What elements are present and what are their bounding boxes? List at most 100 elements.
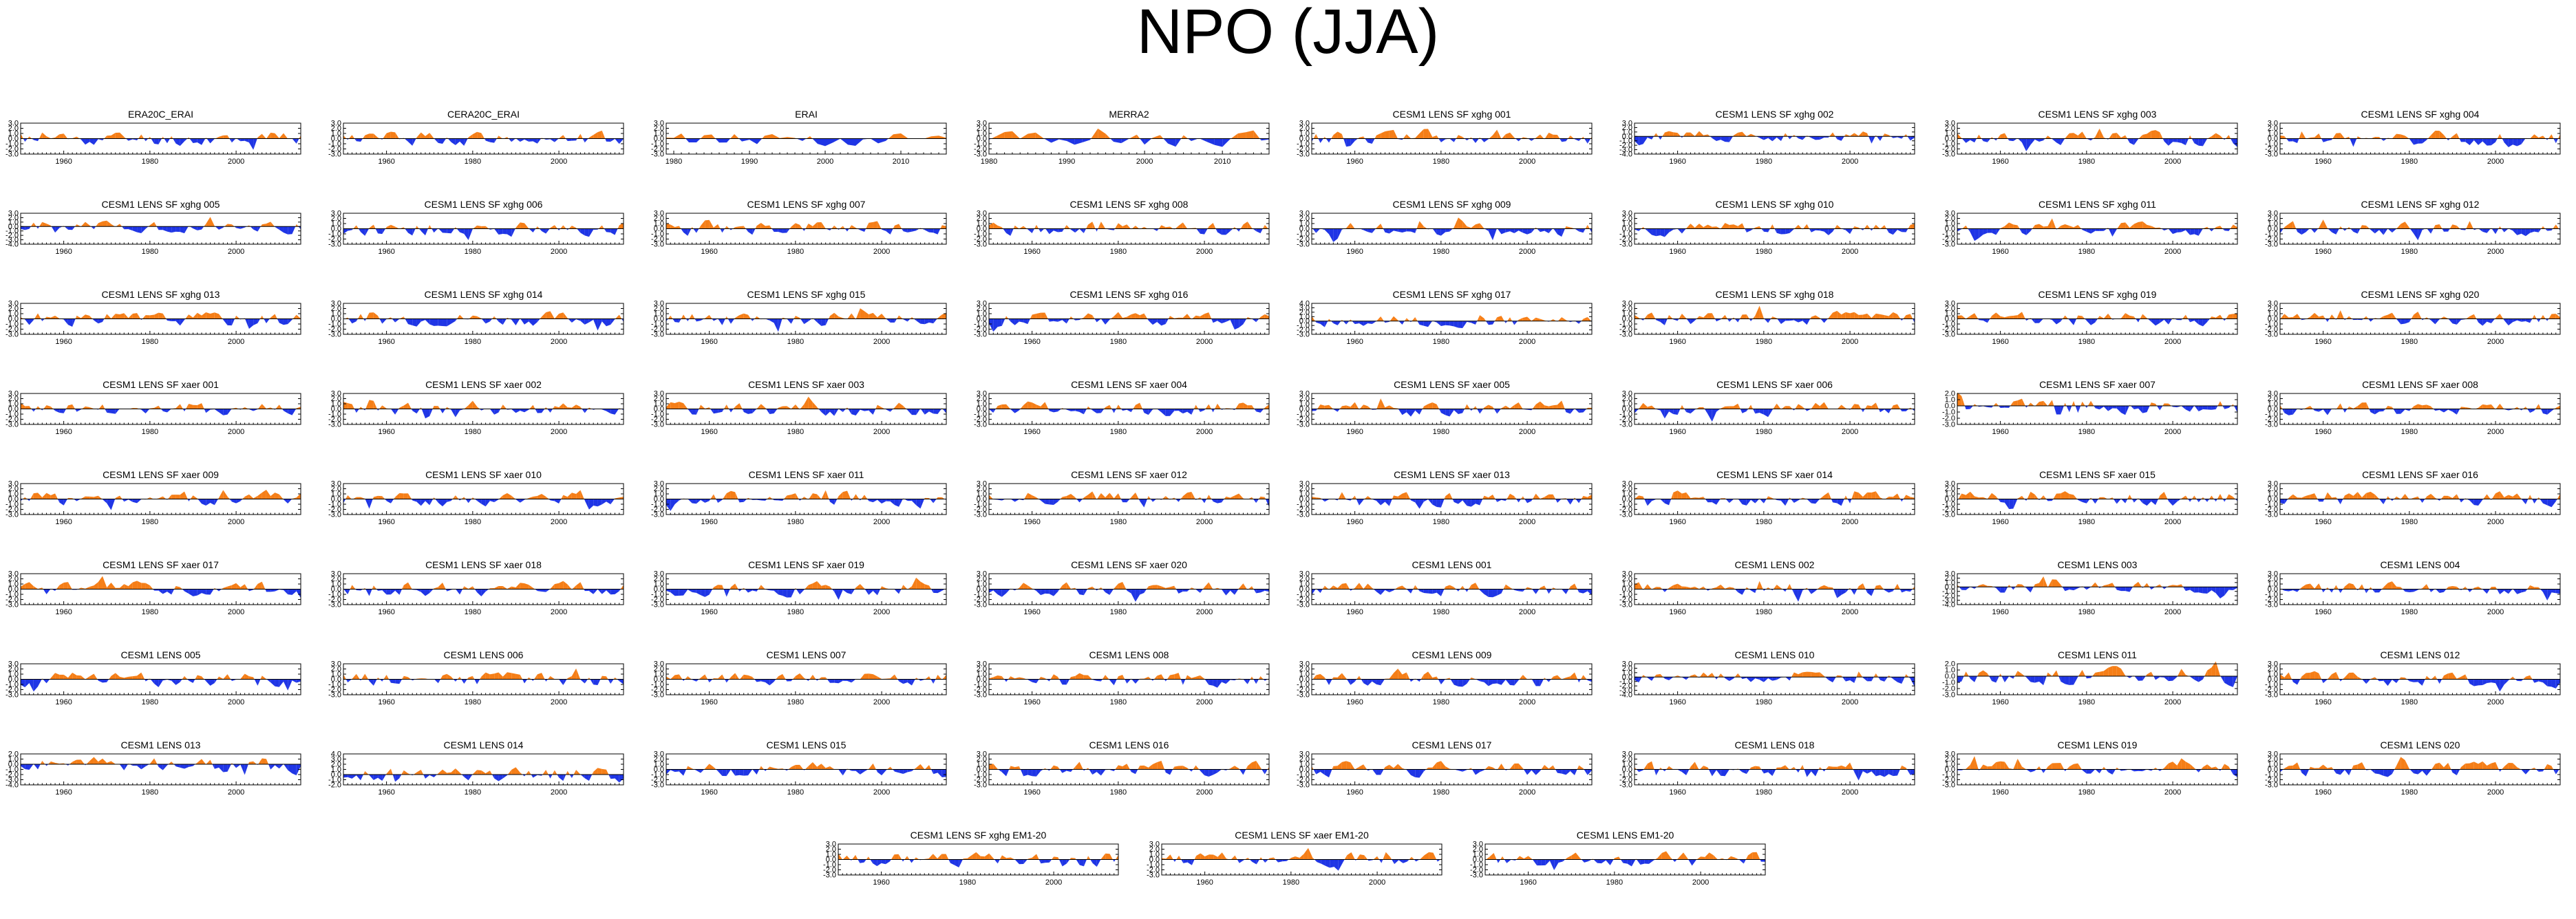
negative-area (2537, 319, 2539, 323)
negative-area (1690, 319, 1694, 325)
positive-area (1863, 314, 1867, 319)
negative-area (2177, 229, 2181, 233)
negative-area (1768, 319, 1771, 323)
negative-area (2100, 229, 2104, 231)
positive-area (2117, 133, 2121, 138)
positive-area (2083, 316, 2085, 319)
negative-area (292, 226, 295, 234)
negative-area (819, 409, 822, 413)
x-tick-label: 2000 (2164, 158, 2181, 166)
negative-area (2517, 139, 2521, 147)
negative-area (2211, 229, 2214, 232)
negative-area (1712, 136, 1716, 141)
negative-area (2491, 319, 2495, 323)
negative-area (1398, 321, 1402, 325)
negative-area (365, 229, 369, 236)
positive-area (899, 402, 903, 409)
negative-area (2173, 139, 2177, 142)
negative-area (284, 226, 288, 234)
positive-area (2548, 134, 2552, 138)
positive-area (1106, 133, 1111, 138)
positive-area (1015, 226, 1019, 229)
positive-area (2134, 316, 2136, 318)
negative-area (1519, 139, 1522, 142)
negative-area (180, 139, 184, 147)
x-tick-label: 1980 (142, 248, 158, 256)
positive-area (897, 316, 899, 319)
negative-area (1966, 139, 1970, 143)
negative-area (568, 139, 572, 142)
negative-area (443, 229, 447, 233)
negative-area (2182, 139, 2186, 146)
positive-area (710, 315, 712, 319)
negative-area (419, 229, 421, 231)
negative-area (2502, 229, 2504, 233)
positive-area (2134, 222, 2138, 229)
negative-area (1515, 139, 1518, 142)
negative-area (460, 229, 464, 235)
positive-area (66, 405, 68, 409)
positive-area (2500, 314, 2503, 318)
negative-area (193, 139, 197, 144)
negative-area (2370, 229, 2374, 234)
negative-area (1010, 409, 1014, 413)
positive-area (202, 312, 206, 319)
negative-area (1472, 139, 1476, 143)
positive-area (2444, 135, 2447, 138)
negative-area (1820, 136, 1824, 140)
negative-area (206, 409, 210, 413)
positive-area (349, 135, 352, 138)
negative-area (2350, 229, 2353, 232)
negative-area (722, 409, 723, 412)
positive-area (1557, 135, 1560, 139)
positive-area (535, 226, 537, 229)
positive-area (893, 226, 895, 229)
positive-area (1678, 133, 1681, 136)
x-tick-label: 1980 (465, 428, 481, 436)
positive-area (387, 225, 391, 229)
negative-area (2470, 139, 2474, 146)
negative-area (1437, 229, 1441, 236)
x-tick-label: 1980 (2078, 248, 2095, 256)
panel-title: CESM1 LENS SF xghg 011 (2039, 199, 2156, 210)
y-tick-label: -3.0 (6, 151, 19, 159)
panel-title: CESM1 LENS SF xghg 004 (2361, 109, 2480, 120)
negative-area (2461, 139, 2465, 142)
positive-area (725, 226, 727, 229)
negative-area (1957, 229, 1961, 232)
negative-area (1058, 409, 1061, 412)
negative-area (1050, 229, 1054, 235)
positive-area (31, 223, 34, 227)
positive-area (834, 313, 838, 319)
positive-area (154, 406, 158, 409)
positive-area (2098, 316, 2100, 318)
positive-area (2065, 224, 2069, 229)
negative-area (503, 319, 507, 325)
x-tick-label: 1990 (1058, 158, 1075, 166)
positive-area (1111, 316, 1114, 319)
x-tick-label: 1980 (142, 158, 158, 166)
negative-area (2129, 139, 2133, 145)
negative-area (94, 226, 96, 229)
positive-area (1867, 314, 1871, 319)
negative-area (1196, 229, 1200, 234)
positive-area (219, 314, 222, 318)
negative-area (2127, 139, 2129, 143)
positive-area (593, 132, 597, 138)
negative-area (1321, 139, 1323, 143)
negative-area (1144, 409, 1148, 415)
positive-area (1316, 134, 1318, 139)
positive-area (2553, 224, 2555, 228)
positive-area (877, 405, 882, 409)
negative-area (376, 229, 378, 234)
positive-area (266, 221, 270, 226)
negative-area (175, 139, 180, 147)
positive-area (1260, 314, 1264, 319)
negative-area (486, 139, 490, 142)
positive-area (1854, 312, 1858, 319)
negative-area (1652, 229, 1656, 237)
panel-15: CESM1 LENS SF xghg 0113.02.01.00.0-1.0-2… (1942, 199, 2237, 256)
negative-area (2083, 229, 2087, 232)
negative-area (696, 229, 699, 233)
panel-title: CESM1 LENS SF xghg 001 (1393, 109, 1511, 120)
